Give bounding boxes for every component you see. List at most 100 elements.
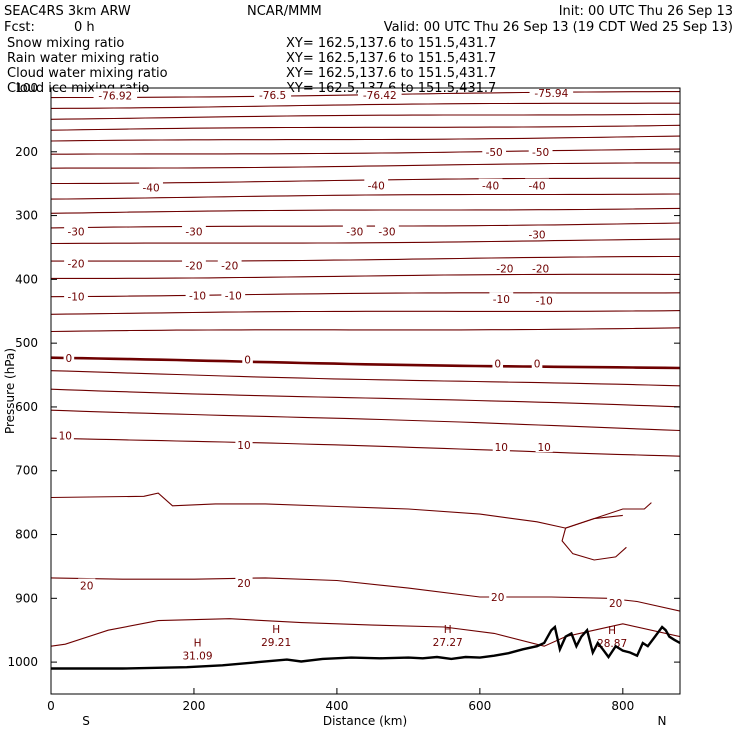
isotherm-line: [51, 238, 680, 245]
contour-label: -10: [536, 295, 553, 307]
contour-label-bg: [528, 144, 553, 157]
isotherm-line: [51, 273, 680, 279]
isotherm-line: [51, 255, 680, 262]
contour-label: 0: [66, 353, 73, 365]
isotherm-line: [561, 514, 627, 561]
contour-label: 10: [237, 440, 250, 452]
contour-label-bg: [64, 224, 88, 237]
x-tick-label: 800: [611, 699, 634, 713]
y-tick-label: 1000: [7, 655, 38, 669]
contour-label: -30: [378, 227, 395, 239]
contour-label: -76.42: [363, 90, 397, 102]
y-tick-label: 400: [15, 272, 38, 286]
contour-label: -30: [346, 227, 363, 239]
contour-labels: -76.92 -76.5 -76.42 -75.94 -50 -50 -40 -40 -40 -4…: [56, 86, 625, 610]
plot-frame: [50, 87, 681, 695]
isotherm-line: [51, 310, 680, 315]
contour-label: -10: [493, 294, 510, 306]
contour-label-bg: [489, 292, 514, 305]
contour-label-bg: [221, 288, 246, 301]
isotherm-line: [51, 124, 680, 131]
contour-label-bg: [342, 224, 367, 237]
terrain-layer: [51, 624, 680, 670]
contour-label-bg: [139, 180, 163, 193]
contour-label: -20: [221, 260, 238, 272]
contour-label-bg: [531, 356, 543, 369]
y-tick-label: 300: [15, 209, 38, 223]
y-tick-label: 700: [15, 464, 38, 478]
isotherm-line: [51, 193, 680, 200]
contour-label-bg: [607, 595, 625, 608]
contour-label: 20: [491, 592, 504, 604]
contour-label: 10: [495, 442, 508, 454]
isotherm-line: [51, 618, 680, 647]
isotherm-line: [51, 492, 652, 529]
north-end-label: N: [658, 714, 667, 728]
contour-label-bg: [185, 288, 210, 301]
y-tick-label: 100: [15, 81, 38, 95]
isotherm-line: [51, 356, 680, 370]
field-xy: XY= 162.5,137.6 to 151.5,431.7: [286, 66, 496, 81]
contour-label-bg: [357, 88, 402, 101]
isotherm-line: [51, 327, 680, 333]
x-tick-label: 600: [468, 699, 491, 713]
isotherm-line: [51, 292, 680, 298]
x-tick-label: 200: [183, 699, 206, 713]
contour-label: 10: [538, 442, 551, 454]
contour-label-bg: [525, 178, 549, 191]
contour-label-bg: [529, 86, 574, 99]
contour-label: -20: [532, 264, 549, 276]
contour-label: 20: [237, 578, 250, 590]
contour-label-bg: [528, 261, 553, 274]
y-axis-label: Pressure (hPa): [3, 348, 17, 434]
temperature-contours: [51, 91, 680, 647]
contour-label: -50: [532, 147, 549, 159]
contour-label: 10: [59, 431, 72, 443]
init-time: Init: 00 UTC Thu 26 Sep 13: [559, 4, 733, 19]
contour-label-bg: [242, 352, 253, 365]
contour-label: 20: [609, 598, 622, 610]
field-name: Snow mixing ratio: [7, 36, 124, 51]
y-tick-label: 800: [15, 528, 38, 542]
contour-label-bg: [235, 576, 253, 589]
contour-label-bg: [93, 88, 138, 101]
forecast-hour: 0 h: [74, 20, 95, 35]
contour-label-bg: [492, 440, 510, 453]
contour-label: -50: [486, 147, 503, 159]
contour-label: -40: [528, 181, 545, 193]
isotherm-line: [51, 437, 680, 457]
contour-label: -10: [225, 290, 242, 302]
high-marker: H: [194, 637, 202, 649]
contour-label-bg: [254, 88, 292, 101]
contour-label: -75.94: [534, 88, 568, 100]
isotherm-line: [51, 113, 680, 120]
contour-label: 0: [494, 359, 501, 371]
isotherm-line: [51, 577, 680, 612]
contour-label: -20: [185, 260, 202, 272]
contour-label-bg: [182, 258, 206, 271]
y-tick-label: 500: [15, 336, 38, 350]
isotherm-line: [51, 388, 680, 408]
forecast-label: Fcst:: [4, 20, 35, 35]
contour-label-bg: [532, 293, 557, 306]
valid-time: Valid: 00 UTC Thu 26 Sep 13 (19 CDT Wed …: [384, 20, 733, 35]
model-title: SEAC4RS 3km ARW: [4, 4, 131, 19]
contour-label-bg: [56, 428, 74, 441]
contour-label-bg: [478, 178, 503, 191]
y-tick-label: 600: [15, 400, 38, 414]
contour-label-bg: [364, 178, 389, 191]
contour-label-bg: [492, 261, 517, 274]
contour-label: -40: [368, 181, 385, 193]
contour-label: -40: [482, 181, 499, 193]
field-name: Cloud water mixing ratio: [7, 66, 168, 81]
field-legend: Snow mixing ratio XY= 162.5,137.6 to 151.…: [7, 36, 496, 96]
high-value: 31.09: [182, 650, 212, 662]
isotherm-line: [51, 162, 680, 169]
contour-label: -30: [185, 227, 202, 239]
x-tick-label: 0: [47, 699, 55, 713]
contour-label: -10: [189, 290, 206, 302]
contour-label-bg: [235, 438, 253, 451]
x-axis-label: Distance (km): [323, 714, 407, 728]
